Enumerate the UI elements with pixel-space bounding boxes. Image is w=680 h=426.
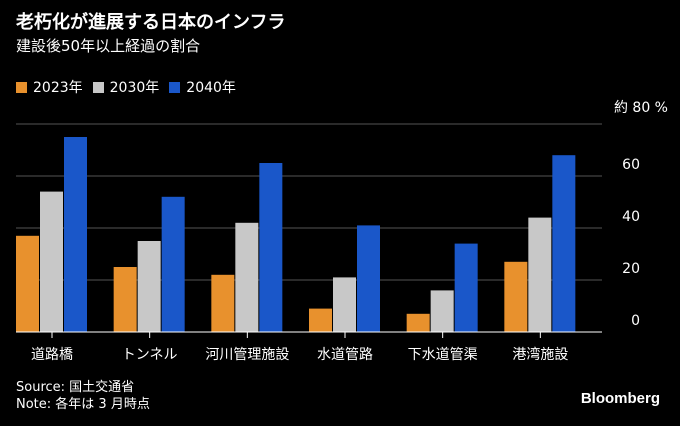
y-tick-label: 60	[622, 157, 640, 173]
bar-2040年-道路橋	[64, 137, 87, 332]
bar-2030年-水道管路	[333, 277, 356, 332]
legend-swatch-2030	[92, 81, 104, 93]
bar-2040年-港湾施設	[552, 155, 576, 332]
bar-2023年-港湾施設	[504, 261, 528, 332]
legend-label-2030: 2030年	[109, 80, 160, 96]
bar-2040年-水道管路	[357, 225, 380, 332]
x-tick-label: 港湾施設	[512, 346, 568, 363]
bar-2030年-道路橋	[40, 191, 63, 332]
bar-2023年-水道管路	[309, 308, 332, 332]
bar-2023年-トンネル	[113, 267, 137, 332]
bloomberg-logo: Bloomberg	[580, 390, 660, 407]
y-tick-label: 20	[622, 261, 640, 277]
chart-title: 老朽化が進展する日本のインフラ	[16, 12, 286, 33]
x-tick-label: 下水道管渠	[408, 347, 478, 363]
x-tick-label: トンネル	[122, 347, 178, 363]
chart-subtitle: 建設後50年以上経過の割合	[16, 37, 201, 55]
legend-item-2023: 2023年	[16, 77, 83, 97]
legend-label-2023: 2023年	[33, 80, 83, 96]
x-tick-label: 河川管理施設	[205, 347, 289, 363]
bar-2040年-下水道管渠	[454, 243, 478, 332]
legend-swatch-2023	[16, 81, 27, 93]
bar-2030年-トンネル	[137, 241, 161, 332]
bar-2040年-トンネル	[161, 196, 185, 332]
bar-2023年-道路橋	[16, 235, 39, 332]
x-tick-label: 道路橋	[31, 347, 73, 363]
bar-2030年-港湾施設	[528, 217, 552, 332]
legend: 2023年 2030年 2040年	[16, 77, 246, 97]
legend-item-2040: 2040年	[169, 77, 236, 97]
x-tick-label: 水道管路	[317, 347, 373, 363]
bar-2040年-河川管理施設	[259, 163, 283, 332]
bar-2030年-下水道管渠	[430, 290, 454, 332]
y-tick-label: 40	[622, 209, 640, 225]
date-note: Note: 各年は 3 月時点	[16, 397, 150, 412]
footer: Source: 国土交通省 Note: 各年は 3 月時点	[16, 379, 150, 413]
bar-2023年-下水道管渠	[406, 313, 430, 332]
bar-2023年-河川管理施設	[211, 274, 235, 332]
legend-swatch-2040	[169, 81, 181, 93]
source-note: Source: 国土交通省	[16, 380, 135, 395]
legend-label-2040: 2040年	[186, 80, 236, 96]
legend-item-2030: 2030年	[92, 77, 160, 97]
bar-2030年-河川管理施設	[235, 222, 259, 332]
y-unit-label: 約 80 %	[614, 100, 668, 116]
y-tick-label: 0	[631, 313, 640, 329]
